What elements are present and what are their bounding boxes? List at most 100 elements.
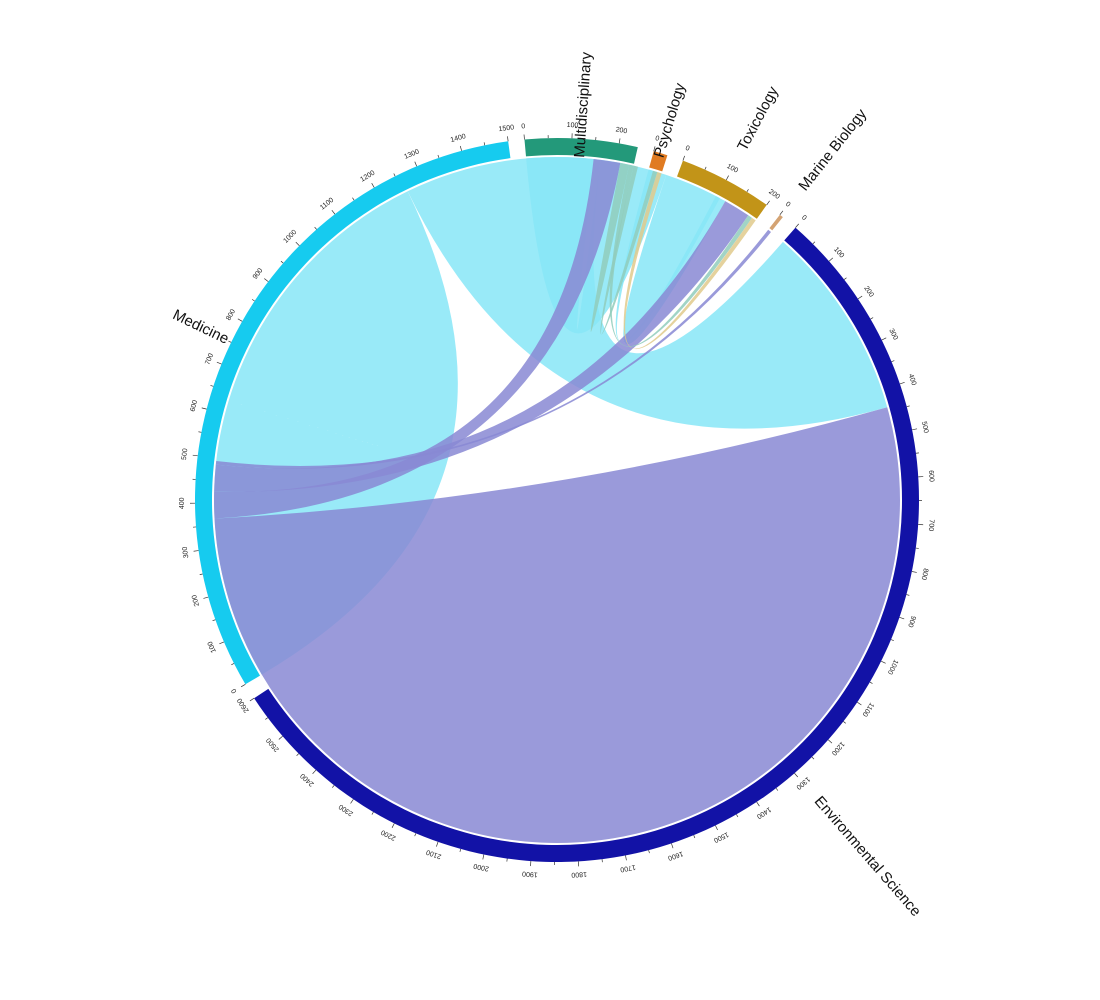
tick-mark-environmental-science	[278, 735, 283, 740]
tick-mark-environmental-science	[436, 841, 439, 847]
tick-mark-environmental-science	[671, 843, 674, 849]
tick-label-medicine: 900	[252, 267, 265, 281]
tick-label-environmental-science: 1500	[712, 830, 729, 843]
tick-mark-environmental-science	[899, 381, 905, 385]
tick-mark-environmental-science	[350, 799, 354, 804]
tick-label-environmental-science: 500	[920, 421, 929, 434]
tick-mark-medicine	[414, 161, 418, 167]
tick-label-medicine: 200	[191, 594, 201, 607]
tick-mark-medicine	[198, 431, 202, 433]
sector-label-marine-biology: Marine Biology	[795, 105, 870, 194]
tick-label-medicine: 700	[204, 352, 215, 366]
tick-mark-environmental-science	[625, 855, 627, 861]
tick-mark-multidisciplinary	[618, 138, 621, 144]
sector-arc-medicine	[194, 141, 511, 685]
tick-mark-medicine	[240, 683, 246, 688]
tick-label-medicine: 1200	[359, 170, 376, 184]
tick-label-medicine: 1400	[450, 133, 467, 144]
tick-mark-toxicology	[746, 189, 749, 192]
tick-mark-toxicology	[682, 155, 685, 161]
tick-label-environmental-science: 2400	[299, 772, 315, 788]
tick-mark-environmental-science	[736, 814, 739, 818]
tick-label-environmental-science: 2600	[236, 697, 250, 714]
tick-mark-medicine	[219, 641, 225, 645]
tick-mark-medicine	[203, 596, 209, 599]
tick-mark-environmental-science	[756, 801, 760, 807]
tick-mark-environmental-science	[811, 756, 815, 760]
tick-mark-environmental-science	[414, 833, 417, 837]
tick-label-environmental-science: 1000	[886, 658, 899, 675]
tick-mark-medicine	[193, 550, 199, 552]
sector-arc-toxicology	[677, 160, 767, 219]
tick-mark-medicine	[280, 260, 284, 264]
tick-label-environmental-science: 2300	[338, 802, 355, 817]
chord-link-environmental-science-to-toxicology	[214, 201, 749, 492]
tick-label-environmental-science: 100	[832, 246, 845, 259]
tick-mark-medicine	[231, 663, 235, 666]
tick-mark-medicine	[192, 454, 198, 457]
tick-label-environmental-science: 2200	[380, 828, 397, 841]
tick-mark-environmental-science	[869, 681, 873, 684]
tick-label-environmental-science: 1700	[619, 863, 636, 873]
tick-label-environmental-science: 200	[862, 285, 874, 299]
tick-label-environmental-science: 1400	[755, 805, 772, 819]
tick-label-medicine: 500	[181, 448, 189, 461]
tick-mark-environmental-science	[881, 337, 887, 341]
tick-label-multidisciplinary: 200	[615, 126, 628, 135]
tick-mark-environmental-science	[693, 835, 696, 839]
tick-label-multidisciplinary: 100	[566, 122, 578, 129]
sector-arc-environmental-science	[254, 227, 919, 862]
tick-mark-environmental-science	[899, 616, 905, 620]
sector-label-environmental-science: Environmental Science	[811, 793, 924, 920]
tick-mark-environmental-science	[911, 571, 917, 573]
tick-mark-medicine	[352, 197, 355, 201]
tick-label-medicine: 600	[189, 399, 199, 412]
tick-mark-environmental-science	[265, 717, 268, 720]
tick-mark-environmental-science	[391, 823, 395, 829]
tick-label-toxicology: 200	[767, 188, 781, 201]
tick-label-environmental-science: 1900	[522, 870, 538, 878]
chord-links	[213, 157, 901, 843]
tick-mark-environmental-science	[249, 697, 255, 702]
tick-mark-medicine	[483, 142, 486, 146]
tick-label-medicine: 100	[207, 640, 218, 654]
tick-mark-toxicology	[704, 166, 707, 170]
tick-label-toxicology: 100	[725, 163, 739, 175]
tick-label-medicine: 1300	[403, 148, 420, 161]
tick-label-environmental-science: 2000	[473, 862, 490, 872]
tick-mark-environmental-science	[828, 257, 834, 262]
tick-label-environmental-science: 0	[800, 214, 808, 222]
sector-arc-psychology	[649, 151, 668, 172]
tick-mark-environmental-science	[880, 660, 886, 664]
tick-label-toxicology: 0	[684, 145, 690, 153]
tick-mark-environmental-science	[843, 277, 847, 280]
tick-mark-medicine	[201, 407, 207, 410]
sector-arc-marine-biology	[769, 214, 783, 231]
tick-mark-medicine	[251, 299, 255, 302]
tick-mark-environmental-science	[371, 811, 374, 815]
tick-label-environmental-science: 1100	[861, 701, 875, 717]
tick-label-environmental-science: 1300	[795, 775, 811, 791]
tick-mark-medicine	[212, 619, 216, 622]
tick-mark-environmental-science	[715, 825, 718, 831]
tick-mark-medicine	[228, 340, 232, 343]
tick-label-marine-biology: 0	[784, 201, 791, 209]
tick-mark-environmental-science	[459, 848, 462, 852]
tick-mark-psychology	[653, 146, 656, 152]
tick-mark-medicine	[331, 209, 336, 215]
tick-mark-environmental-science	[332, 785, 335, 788]
tick-mark-environmental-science	[312, 769, 317, 775]
tick-mark-medicine	[264, 278, 269, 282]
tick-label-environmental-science: 1200	[830, 740, 846, 756]
tick-mark-environmental-science	[891, 360, 895, 362]
tick-mark-environmental-science	[296, 753, 299, 757]
tick-mark-environmental-science	[775, 787, 779, 791]
tick-mark-medicine	[393, 173, 396, 177]
tick-label-environmental-science: 1800	[571, 870, 587, 878]
tick-label-medicine: 300	[182, 546, 191, 559]
chord-link-environmental-science-to-environmental-science	[214, 407, 901, 843]
tick-mark-medicine	[216, 361, 222, 365]
chord-link-medicine-to-toxicology	[623, 174, 726, 345]
tick-label-medicine: 1100	[319, 197, 335, 212]
tick-label-medicine: 400	[179, 497, 186, 509]
